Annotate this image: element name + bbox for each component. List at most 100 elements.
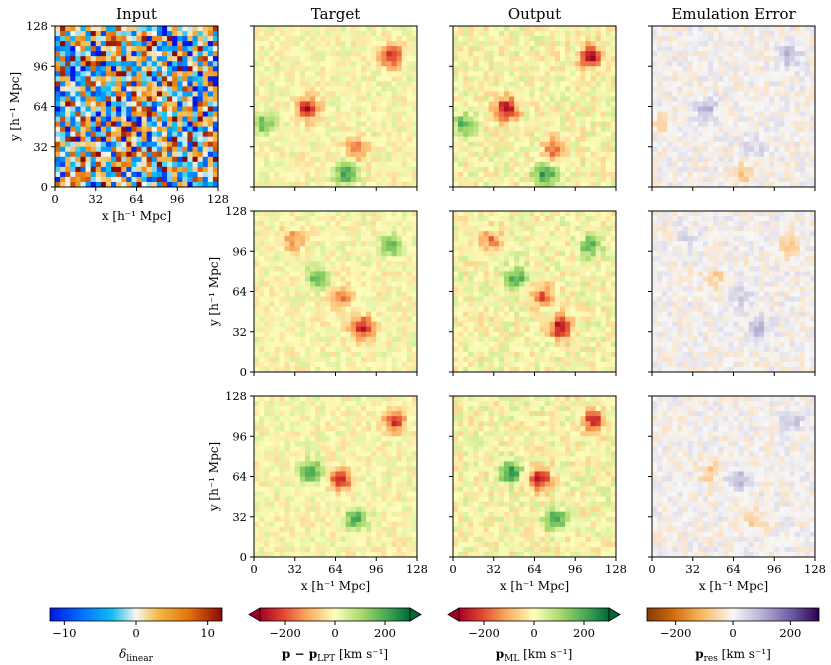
heatmap-cell [340, 96, 347, 102]
heatmap-cell [212, 91, 219, 97]
heatmap-cell [289, 46, 296, 52]
heatmap-cell [559, 151, 566, 158]
heatmap-cell [264, 146, 270, 153]
heatmap-cell [549, 136, 556, 143]
heatmap-cell [335, 281, 341, 287]
heatmap-cell [585, 91, 591, 97]
heatmap-cell [575, 31, 581, 37]
heatmap-cell [784, 156, 790, 163]
heatmap-cell [401, 26, 408, 32]
heatmap-cell [299, 151, 306, 158]
heatmap-cell [779, 171, 785, 178]
heatmap-cell [366, 91, 372, 97]
heatmap-cell [677, 116, 683, 122]
heatmap-cell [585, 46, 591, 52]
heatmap-cell [677, 121, 683, 128]
heatmap-cell [207, 176, 214, 183]
heatmap-cell [386, 231, 392, 237]
heatmap-cell [503, 101, 510, 107]
heatmap-cell [411, 121, 418, 128]
heatmap-cell [514, 151, 520, 158]
heatmap-cell [264, 301, 270, 307]
heatmap-cell [320, 301, 326, 307]
heatmap-cell [610, 51, 617, 57]
heatmap-cell [299, 116, 306, 122]
heatmap-cell [728, 141, 734, 148]
heatmap-cell [340, 66, 347, 72]
heatmap-cell [799, 41, 806, 47]
heatmap-cell [254, 31, 260, 37]
heatmap-cell [376, 56, 382, 62]
heatmap-cell [554, 161, 561, 168]
heatmap-cell [590, 46, 597, 52]
heatmap-cell [386, 176, 392, 183]
heatmap-cell [111, 31, 117, 37]
heatmap-cell [804, 91, 811, 97]
heatmap-cell [396, 106, 403, 112]
heatmap-cell [100, 76, 107, 82]
heatmap-cell [401, 336, 408, 343]
heatmap-cell [146, 66, 153, 72]
heatmap-cell [187, 26, 193, 32]
heatmap-cell [355, 146, 362, 153]
heatmap-cell [396, 141, 403, 148]
heatmap-cell [315, 236, 321, 242]
heatmap-cell [264, 121, 270, 128]
heatmap-cell [340, 101, 347, 107]
heatmap-cell [809, 161, 816, 168]
heatmap-cell [355, 156, 362, 163]
heatmap-cell [55, 76, 61, 82]
heatmap-cell [366, 216, 372, 222]
heatmap-cell [769, 106, 775, 112]
heatmap-cell [794, 181, 801, 188]
heatmap-cell [585, 126, 591, 133]
heatmap-cell [784, 151, 790, 158]
heatmap-cell [254, 66, 260, 72]
heatmap-cell [141, 51, 148, 57]
heatmap-cell [544, 156, 551, 163]
heatmap-cell [411, 111, 418, 117]
heatmap-cell [315, 246, 321, 252]
heatmap-cell [360, 136, 367, 143]
heatmap-cell [657, 46, 663, 52]
panel-1-1 [250, 25, 418, 191]
heatmap-cell [299, 111, 306, 117]
heatmap-cell [197, 96, 204, 102]
heatmap-cell [590, 116, 597, 122]
heatmap-cell [794, 171, 801, 178]
heatmap-cell [371, 331, 377, 338]
heatmap-cell [187, 171, 193, 178]
heatmap-cell [376, 171, 382, 178]
heatmap-cell [728, 111, 734, 117]
heatmap-cell [565, 46, 571, 52]
heatmap-cell [809, 176, 816, 183]
heatmap-cell [335, 296, 341, 302]
heatmap-cell [662, 156, 668, 163]
heatmap-cell [406, 76, 413, 82]
heatmap-cell [789, 61, 796, 67]
heatmap-cell [294, 311, 301, 318]
heatmap-cell [687, 36, 694, 42]
heatmap-cell [156, 121, 163, 128]
heatmap-cell [187, 176, 193, 183]
heatmap-cell [269, 281, 275, 287]
heatmap-cell [692, 51, 699, 57]
heatmap-cell [453, 131, 459, 138]
heatmap-cell [733, 131, 739, 138]
heatmap-cell [406, 331, 413, 338]
heatmap-cell [381, 251, 387, 257]
heatmap-cell [279, 246, 285, 252]
heatmap-cell [75, 151, 81, 158]
heatmap-cell [652, 86, 658, 92]
heatmap-cell [539, 86, 546, 92]
heatmap-cell [269, 331, 275, 338]
heatmap-cell [376, 226, 382, 232]
heatmap-cell [743, 66, 750, 72]
heatmap-cell [100, 81, 107, 87]
heatmap-cell [105, 106, 112, 112]
heatmap-cell [289, 236, 296, 242]
heatmap-cell [80, 166, 86, 173]
heatmap-cell [161, 56, 168, 62]
heatmap-cell [794, 61, 801, 67]
heatmap-cell [600, 116, 607, 122]
